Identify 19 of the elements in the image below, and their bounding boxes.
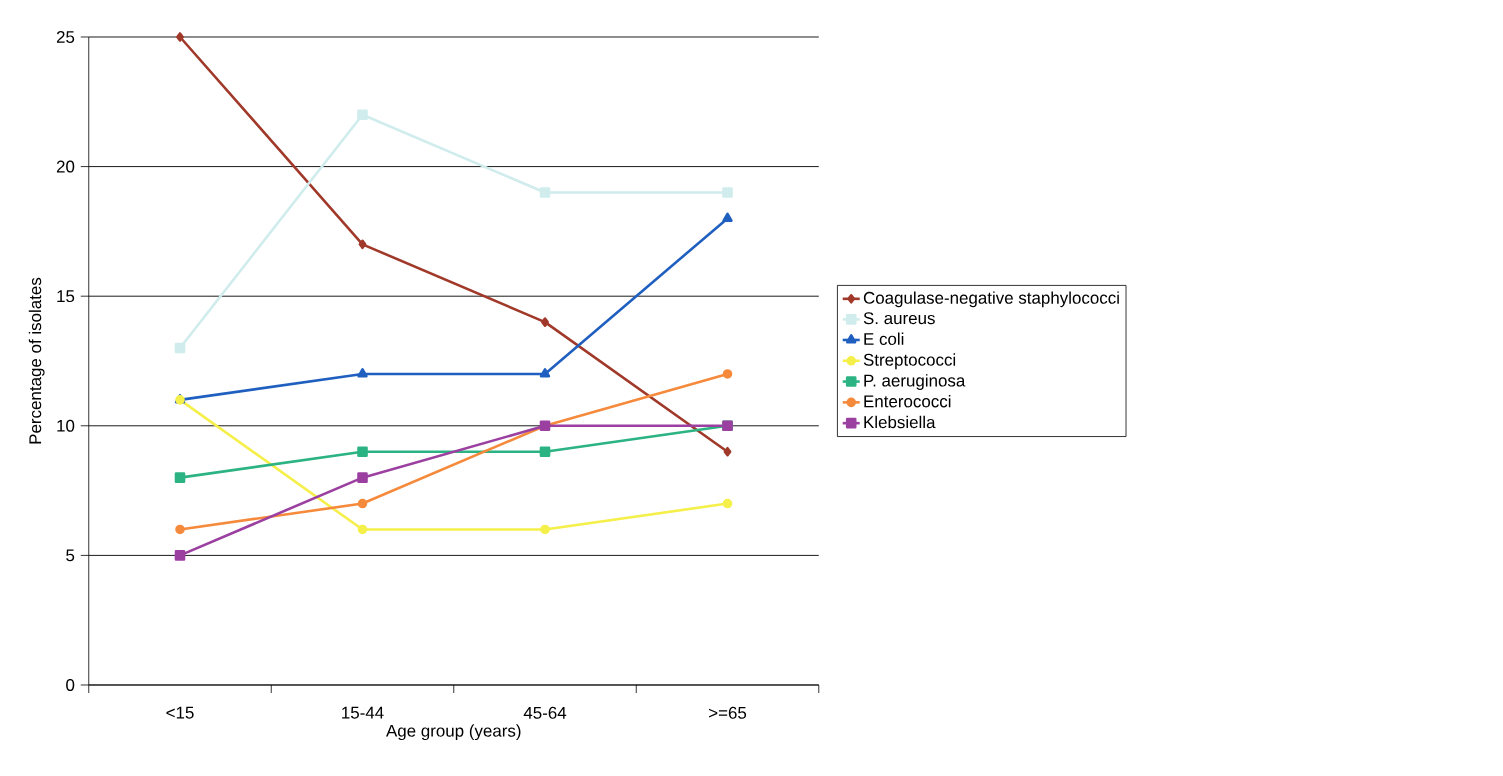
legend-label: Klebsiella	[864, 415, 936, 429]
legend-label: S. aureus	[863, 312, 935, 325]
y-tick-label: 5	[66, 549, 75, 562]
x-tick-label: 15-44	[342, 706, 384, 719]
x-tick-label: 45-64	[523, 706, 567, 719]
legend-label: Streptococci	[863, 353, 956, 370]
legend-label: E coli	[864, 332, 904, 346]
legend-label: Coagulase-negative staphylococci	[863, 291, 1119, 308]
y-tick-label: 10	[57, 419, 75, 432]
y-axis-title: Percentage of isolates	[28, 277, 45, 444]
y-tick-label: 15	[57, 290, 75, 303]
x-axis-title: Age group (years)	[386, 724, 521, 741]
legend-label: P. aeruginosa	[864, 374, 966, 390]
y-tick-label: 20	[56, 160, 75, 173]
legend-label: Enterococci	[864, 394, 951, 408]
y-tick-label: 25	[56, 30, 75, 43]
y-tick-label: 0	[66, 679, 75, 691]
x-tick-label: <15	[166, 706, 194, 719]
x-tick-label: >=65	[709, 706, 747, 719]
